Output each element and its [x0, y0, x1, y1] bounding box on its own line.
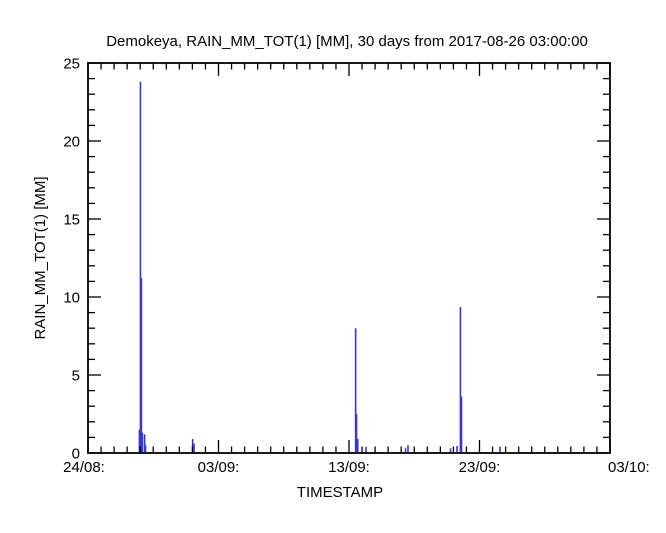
x-tick-label: 23/09: — [459, 459, 501, 476]
axis-tick-labels: 24/08: 03/09: 13/09: 23/09: 03/10: 0 5 10 15 20 25 — [63, 56, 650, 477]
axis-ticks — [87, 62, 611, 454]
y-tick-label: 25 — [63, 56, 80, 73]
y-tick-label: 0 — [72, 446, 80, 463]
x-tick-label: 03/10: — [608, 459, 650, 476]
rain-spikes — [138, 81, 501, 452]
x-axis-label: TIMESTAMP — [297, 484, 383, 501]
chart-title: Demokeya, RAIN_MM_TOT(1) [MM], 30 days f… — [106, 33, 588, 50]
y-axis-label: RAIN_MM_TOT(1) [MM] — [32, 176, 49, 339]
x-tick-label: 24/08: — [63, 459, 105, 476]
y-tick-label: 20 — [63, 134, 80, 151]
y-tick-label: 15 — [63, 212, 80, 229]
plot-frame — [87, 62, 611, 454]
y-tick-label: 5 — [72, 368, 80, 385]
x-tick-label: 13/09: — [328, 459, 370, 476]
x-tick-label: 03/09: — [198, 459, 240, 476]
y-tick-label: 10 — [63, 290, 80, 307]
